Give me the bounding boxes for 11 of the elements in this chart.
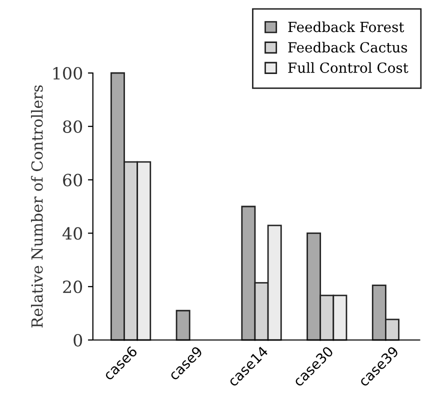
legend-label: Feedback Forest xyxy=(288,21,404,32)
y-tick-label: 0 xyxy=(74,334,82,347)
bar xyxy=(176,310,190,341)
y-tick-label: 80 xyxy=(63,120,82,133)
y-tick-label: 20 xyxy=(63,280,82,294)
y-tick-label: 100 xyxy=(53,66,82,80)
y-tick-label: 60 xyxy=(63,174,82,186)
legend-label: Full Control Cost xyxy=(288,62,408,73)
y-tick-label: 40 xyxy=(62,227,82,240)
y-axis-title: Relative Number of Controllers xyxy=(31,85,43,328)
legend-label: Feedback Cactus xyxy=(288,42,408,53)
